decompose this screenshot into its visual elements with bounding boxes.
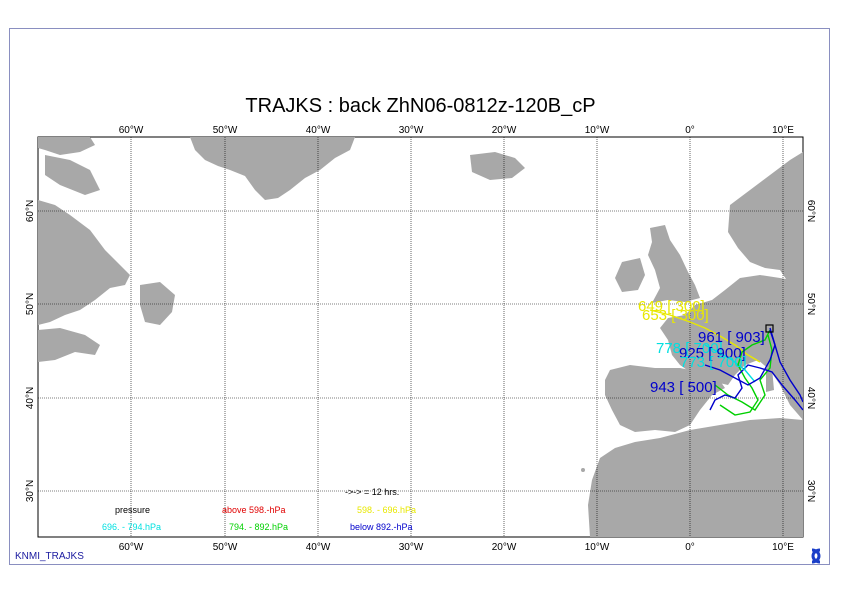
lon-tick-top-6: 0° [685,125,695,136]
lon-ticks-top: 60°W 50°W 40°W 30°W 20°W 10°W 0° 10°E [119,125,795,136]
legend-band-below: below 892.-hPa [350,522,413,532]
pressure-legend: ->-> = 12 hrs. pressure above 598.-hPa 5… [102,487,416,532]
iberia-land [605,365,725,432]
lat-ticks-left: 60°N 50°N 40°N 30°N [25,200,36,502]
trajectory-green-2 [719,329,771,416]
traj-label-2: 961 [ 903] [698,329,765,346]
lon-tick-bottom-4: 20°W [492,542,517,553]
traj-label-0: 649 [ 300] [638,298,705,315]
scandinavia-land [728,152,803,290]
lat-tick-right-2: 40°N [805,387,816,409]
traj-label-3: 778 [ 700] [656,340,723,357]
trajectories [649,309,803,416]
lat-ticks-right: 60°N 50°N 40°N 30°N [805,200,816,502]
canary-islands-land [581,468,585,472]
lon-tick-bottom-2: 40°W [306,542,331,553]
map-title: TRAJKS : back ZhN06-0812z-120B_cP [245,95,596,117]
great-britain-land [648,225,700,303]
lat-tick-right-1: 50°N [805,293,816,315]
lat-tick-left-3: 30°N [25,480,36,502]
credit-label: KNMI_TRAJKS [15,551,84,562]
newfoundland-land [140,282,175,325]
trajectory-blue-2 [704,329,776,386]
lat-tick-left-0: 60°N [25,200,36,222]
legend-band-794-892: 794. - 892.hPa [229,522,288,532]
lon-ticks-bottom: 60°W 50°W 40°W 30°W 20°W 10°W 0° 10°E [119,542,795,553]
lon-tick-bottom-1: 50°W [213,542,238,553]
ecmwf-logo-icon [811,548,821,564]
baffin-coast-land [45,155,100,195]
lat-tick-left-1: 50°N [25,293,36,315]
lon-tick-top-3: 30°W [399,125,424,136]
lat-tick-left-2: 40°N [25,387,36,409]
sardinia-land [766,368,774,392]
lon-tick-top-5: 10°W [585,125,610,136]
north-africa-land [588,418,803,537]
legend-band-above: above 598.-hPa [222,505,286,515]
lon-tick-top-1: 50°W [213,125,238,136]
labrador-land [38,200,130,325]
traj-label-4: 925 [ 900] [679,345,746,362]
trajectory-cyan [704,344,756,383]
lon-tick-top-4: 20°W [492,125,517,136]
lon-tick-bottom-0: 60°W [119,542,144,553]
ireland-land [615,258,645,292]
lat-tick-right-0: 60°N [805,200,816,222]
lon-tick-bottom-5: 10°W [585,542,610,553]
trajectory-blue-3 [769,327,803,403]
traj-label-6: 943 [ 500] [650,379,717,396]
maritimes-land [38,328,100,362]
trajectory-yellow [649,309,761,363]
lon-tick-bottom-6: 0° [685,542,695,553]
greenland-land [190,137,355,200]
legend-pressure-label: pressure [115,505,150,515]
traj-label-1: 653 [ 300] [642,307,709,324]
legend-band-598-696: 598. - 696.hPa [357,505,416,515]
iceland-land [470,152,525,180]
lon-tick-bottom-3: 30°W [399,542,424,553]
trajectory-labels: 649 [ 300] 653 [ 300] 961 [ 903] 778 [ 7… [638,298,765,396]
traj-label-5: 773 [ 700] [680,354,747,371]
continental-europe-land [660,275,803,420]
baffin-island-land [38,137,95,155]
lon-tick-top-7: 10°E [772,125,794,136]
release-point-marker [765,324,774,333]
legend-arrow-note: ->-> = 12 hrs. [345,487,399,497]
lat-tick-right-3: 30°N [805,480,816,502]
land-masses [38,137,803,537]
italy-land [760,340,803,395]
graticule [38,137,803,537]
plot-frame [9,28,830,565]
lon-tick-bottom-7: 10°E [772,542,794,553]
trajectory-blue-1 [709,364,803,411]
legend-band-696-794: 696. - 794.hPa [102,522,161,532]
lon-tick-top-0: 60°W [119,125,144,136]
lon-tick-top-2: 40°W [306,125,331,136]
